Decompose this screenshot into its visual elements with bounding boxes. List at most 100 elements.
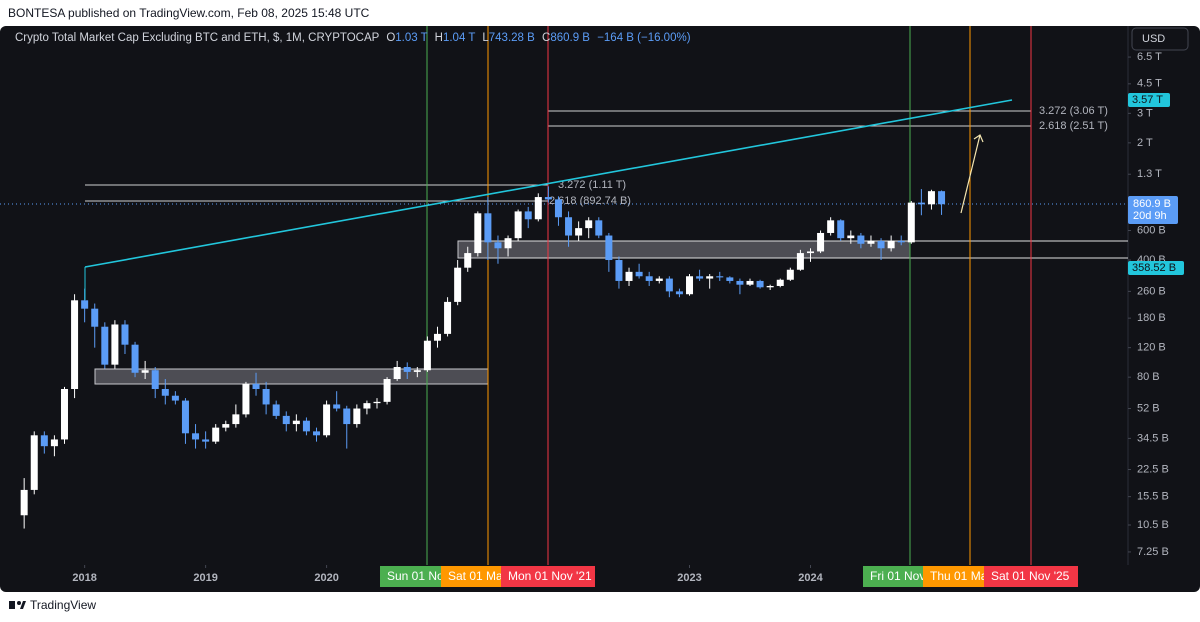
candle-body <box>615 260 623 281</box>
currency-button[interactable] <box>1131 27 1189 51</box>
candle-body <box>363 403 371 409</box>
date-marker-box <box>501 566 595 587</box>
candle-body <box>716 276 724 278</box>
date-marker-label: Fri 01 Nov <box>870 569 925 583</box>
candle-body <box>817 232 825 252</box>
date-markers: Sun 01 No Sat 01 Ma Mon 01 Nov '21 Fri 01 N… <box>380 26 1078 587</box>
candle-body <box>262 389 270 405</box>
candle-body <box>645 276 653 281</box>
y-tick-label: 80 B <box>1137 371 1160 383</box>
candle-body <box>50 439 58 447</box>
time-axis: 2018 2019 2020 2023 2024 <box>72 565 824 584</box>
fib-label: 3.272 (3.06 T) <box>1039 105 1108 117</box>
candle-body <box>857 235 865 244</box>
candle-body <box>605 235 613 261</box>
candle-body <box>786 269 794 280</box>
y-tick-label: 1.3 T <box>1137 168 1162 180</box>
candle-body <box>665 278 673 292</box>
candle-body <box>413 370 421 372</box>
candle-body <box>282 415 290 425</box>
trend-line <box>84 99 1013 268</box>
candle-body <box>484 213 492 243</box>
candle-body <box>71 300 79 390</box>
legend-symbol: Crypto Total Market Cap Excluding BTC an… <box>15 32 380 44</box>
candle-body <box>403 366 411 372</box>
candle-body <box>796 253 804 270</box>
candle-body <box>91 308 99 327</box>
candle-body <box>141 370 149 373</box>
candle-body <box>837 220 845 239</box>
candles <box>20 186 946 529</box>
candle-body <box>696 276 704 279</box>
candle-body <box>504 238 512 249</box>
legend-key: H <box>435 32 443 44</box>
fib-label: 2.618 (892.74 B) <box>549 195 631 207</box>
legend-value: 743.28 B <box>489 32 535 44</box>
candle-body <box>161 389 169 396</box>
candle-body <box>887 240 895 249</box>
candle-body <box>806 251 814 254</box>
candle-body <box>101 326 109 365</box>
candle-body <box>625 271 633 281</box>
candle-body <box>595 220 603 236</box>
candle-body <box>938 191 946 205</box>
currency-button-label[interactable]: USD <box>1142 33 1165 45</box>
legend-key: C <box>542 32 550 44</box>
candle-body <box>907 202 915 243</box>
candle-body <box>544 197 552 200</box>
y-tick-label: 10.5 B <box>1137 519 1169 531</box>
legend-change: −164 B (−16.00%) <box>597 32 691 44</box>
logo-mark <box>20 601 26 609</box>
logo-mark <box>9 601 15 609</box>
candle-body <box>343 408 351 425</box>
candle-body <box>655 278 663 281</box>
candle-body <box>514 211 522 239</box>
candle-body <box>353 408 361 425</box>
legend-value: 1.03 T <box>395 32 427 44</box>
y-tick-label: 2 T <box>1137 137 1153 149</box>
candle-body <box>181 400 189 434</box>
candle-body <box>454 267 462 302</box>
y-tick-label: 6.5 T <box>1137 51 1162 63</box>
candle-body <box>323 404 331 436</box>
date-marker-label: Mon 01 Nov '21 <box>508 569 592 583</box>
candle-body <box>585 220 593 229</box>
candle-body <box>877 240 885 249</box>
candle-body <box>827 220 835 233</box>
candle-body <box>60 389 68 440</box>
y-tick-label: 22.5 B <box>1137 463 1169 475</box>
candle-body <box>151 370 159 390</box>
date-marker-label: Sat 01 Nov '25 <box>991 569 1070 583</box>
candle-body <box>433 333 441 341</box>
fib-label: 2.618 (2.51 T) <box>1039 120 1108 132</box>
candle-body <box>635 271 643 277</box>
candle-body <box>524 211 532 220</box>
candle-body <box>202 439 210 442</box>
x-tick-label: 2024 <box>798 572 823 584</box>
candle-body <box>444 301 452 334</box>
price-tag-label: 3.57 T <box>1132 94 1163 106</box>
date-marker-box <box>984 566 1078 587</box>
date-marker-label: Thu 01 Ma <box>930 569 988 583</box>
candle-body <box>686 276 694 295</box>
candle-body <box>756 280 764 288</box>
candle-body <box>242 383 250 415</box>
legend-value: 1.04 T <box>443 32 475 44</box>
candle-body <box>292 420 300 425</box>
candle-body <box>726 277 734 281</box>
y-tick-label: 34.5 B <box>1137 432 1169 444</box>
x-tick-label: 2020 <box>314 572 338 584</box>
range-box <box>457 240 911 259</box>
candle-body <box>222 424 230 428</box>
candle-body <box>534 197 542 220</box>
candle-body <box>232 414 240 425</box>
candle-body <box>131 344 139 373</box>
candle-body <box>474 213 482 254</box>
candle-body <box>272 404 280 416</box>
candle-body <box>333 404 341 409</box>
footer-brand: TradingView <box>30 598 96 612</box>
date-marker-label: Sun 01 No <box>387 569 444 583</box>
y-tick-label: 15.5 B <box>1137 491 1169 503</box>
